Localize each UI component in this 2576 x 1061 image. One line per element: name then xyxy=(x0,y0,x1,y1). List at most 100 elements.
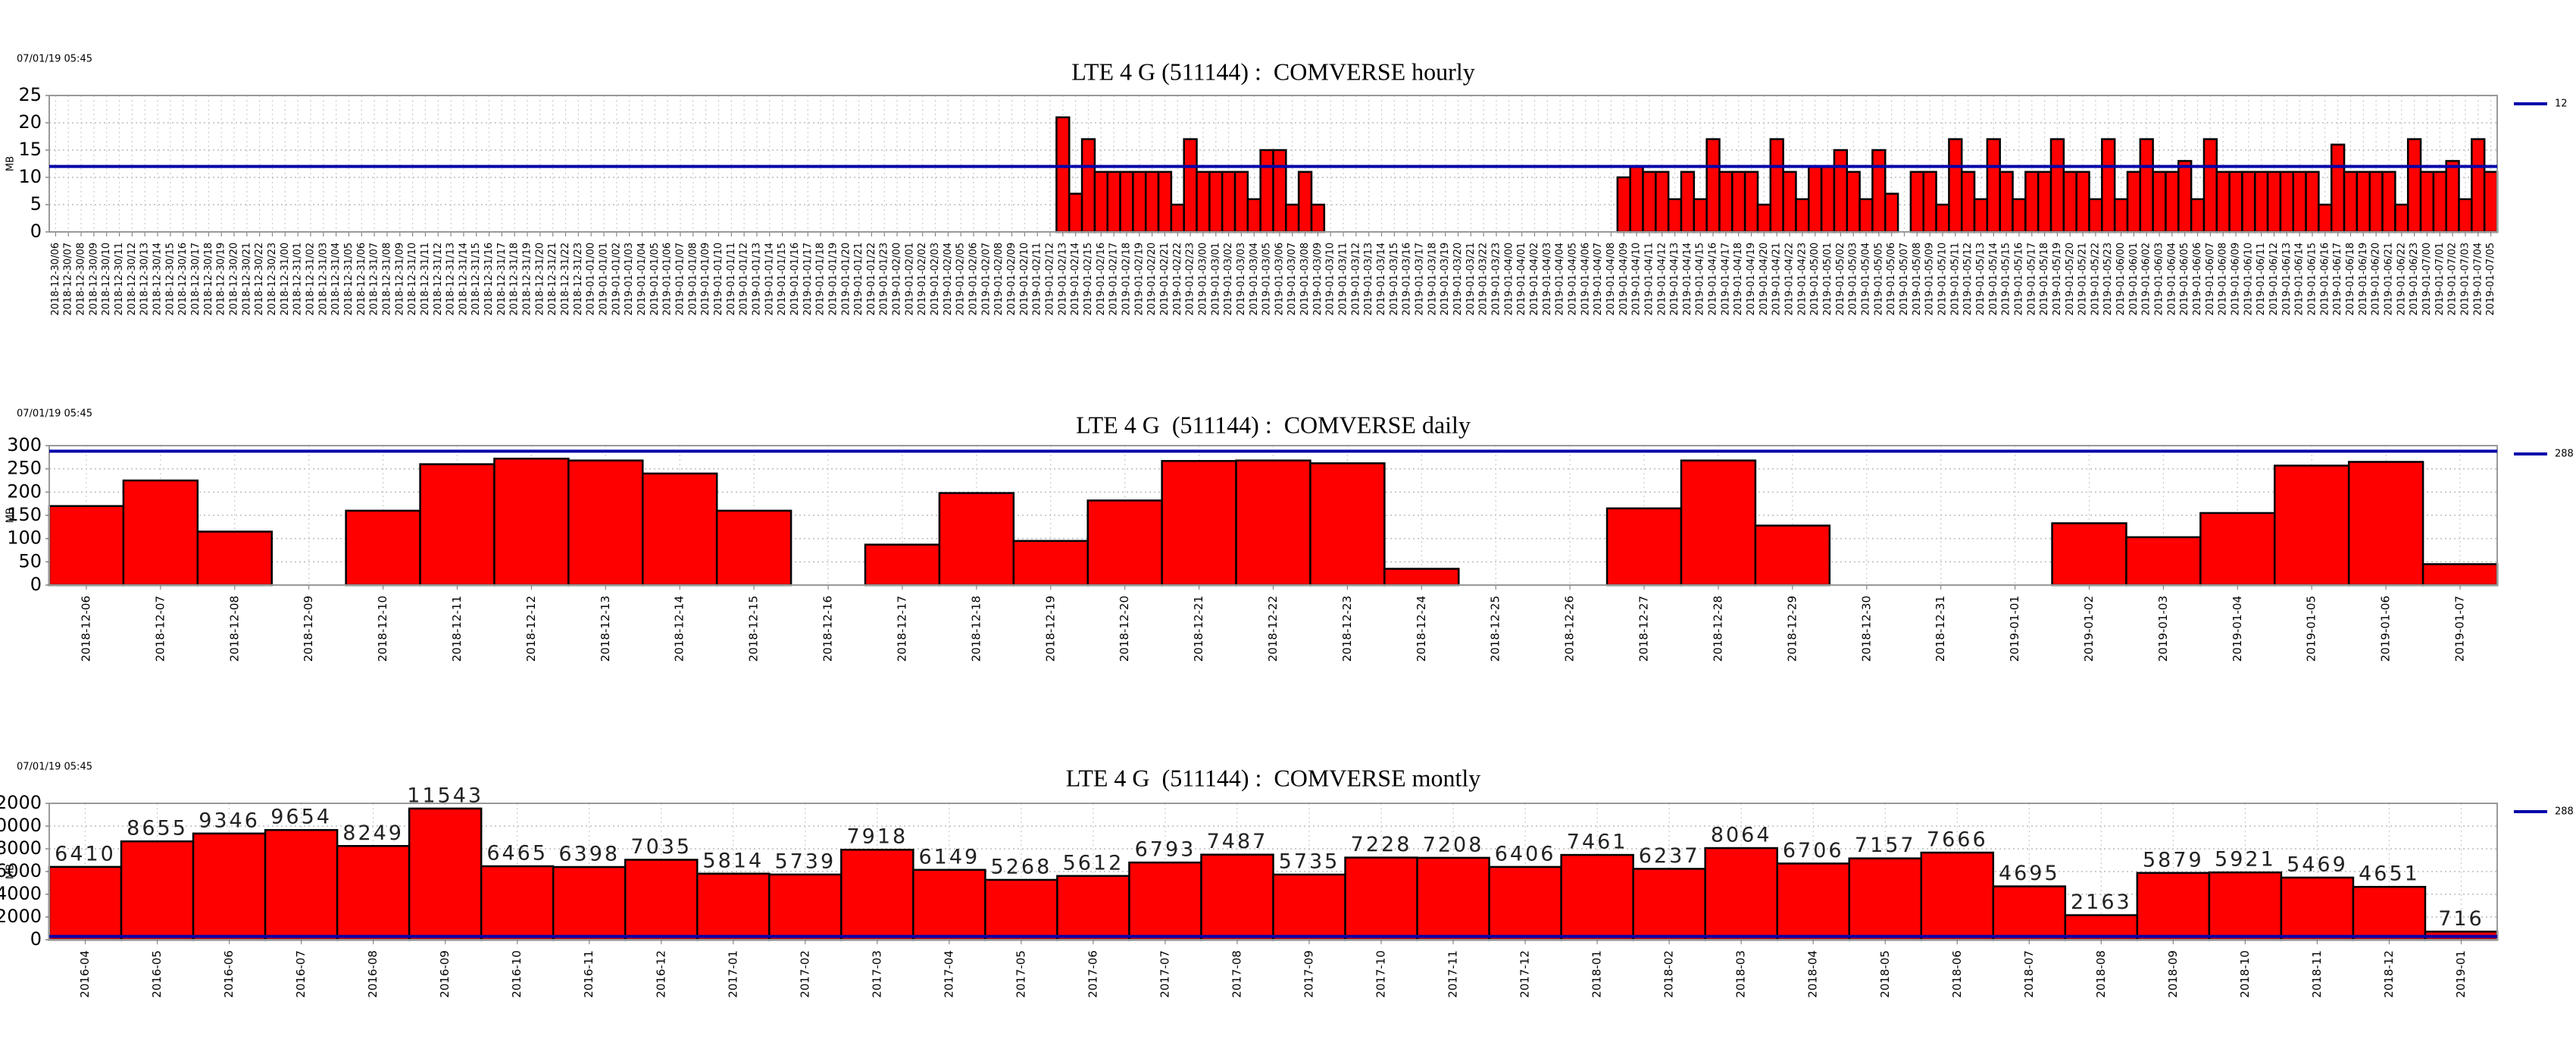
plot-frame xyxy=(48,95,2498,233)
x-tick-label: 2019-01-06/10 xyxy=(2243,243,2254,315)
x-tick-label: 2019-01-02/13 xyxy=(1057,243,1068,315)
bar xyxy=(2113,198,2129,233)
x-tick-label: 2019-01-03/10 xyxy=(1325,243,1336,315)
bar xyxy=(1642,171,1657,233)
x-tick-label: 2018-12-31/03 xyxy=(317,243,329,315)
x-tick-label: 2018-12-31/06 xyxy=(356,243,367,315)
bar xyxy=(2177,160,2193,233)
x-tick-label: 2018-12-09 xyxy=(302,596,315,662)
bar xyxy=(1795,198,1810,233)
bar xyxy=(1776,862,1850,941)
bar xyxy=(1922,171,1937,233)
x-tick-label: 2019-01-05/02 xyxy=(1835,243,1846,315)
bar xyxy=(1769,138,1784,233)
bar xyxy=(1960,171,1976,233)
y-axis-label: MB xyxy=(5,508,17,523)
x-tick-label: 2019-01-06/01 xyxy=(2128,243,2140,315)
x-tick-label: 2018-12-31/07 xyxy=(369,243,380,315)
x-tick-label: 2018-09 xyxy=(2166,950,2180,998)
x-tick-label: 2019-01-04/13 xyxy=(1669,243,1680,315)
x-tick-label: 2019-01 xyxy=(2454,950,2468,998)
y-tick-label: 10 xyxy=(18,166,42,187)
data-label: 8064 xyxy=(1711,824,1772,847)
data-label: 6149 xyxy=(919,845,980,869)
x-tick-label: 2019-01-05/16 xyxy=(2013,243,2024,315)
x-tick-label: 2018-02 xyxy=(1662,950,1676,998)
x-tick-label: 2018-12-31/22 xyxy=(560,243,571,315)
x-tick-label: 2019-01-04/10 xyxy=(1631,243,1643,315)
x-tick-label: 2019-01-06/15 xyxy=(2306,243,2318,315)
x-tick-label: 2019-01-02/08 xyxy=(993,243,1005,315)
data-label: 7461 xyxy=(1567,831,1628,854)
x-tick-label: 2019-01-05/14 xyxy=(1988,243,1999,315)
bar xyxy=(2165,171,2180,233)
x-tick-label: 2019-01-05/11 xyxy=(1949,243,1961,315)
bar xyxy=(192,832,267,941)
x-tick-label: 2019-01-06/08 xyxy=(2218,243,2229,315)
x-tick-label: 2016-11 xyxy=(582,950,596,998)
x-tick-label: 2019-01-02/15 xyxy=(1083,243,1094,315)
x-tick-label: 2019-01-03/13 xyxy=(1363,243,1374,315)
x-tick-label: 2016-08 xyxy=(366,950,380,998)
x-tick-label: 2019-01-07/01 xyxy=(2434,243,2446,315)
x-tick-label: 2019-01-03/16 xyxy=(1402,243,1413,315)
x-tick-label: 2019-01-01/05 xyxy=(649,243,661,315)
data-label: 7035 xyxy=(630,835,692,859)
bar xyxy=(2202,138,2218,233)
data-label: 5921 xyxy=(2215,848,2276,872)
data-label: 6706 xyxy=(1783,839,1844,862)
x-tick-label: 2018-12-30/22 xyxy=(254,243,265,315)
bar xyxy=(2139,138,2154,233)
x-tick-label: 2019-01-06/14 xyxy=(2294,243,2306,315)
bar xyxy=(2037,171,2052,233)
x-tick-label: 2019-01-02/12 xyxy=(1045,243,1056,315)
x-tick-label: 2018-12-29 xyxy=(1785,596,1799,662)
bar xyxy=(1161,459,1237,587)
bar xyxy=(1200,853,1274,941)
bar xyxy=(48,865,123,941)
bar xyxy=(196,530,273,587)
x-tick-label: 2019-01-02/17 xyxy=(1108,243,1120,315)
bar xyxy=(2292,171,2307,233)
x-tick-label: 2018-12-17 xyxy=(895,596,908,662)
bar xyxy=(2330,143,2346,233)
data-label: 6398 xyxy=(558,843,620,866)
x-tick-label: 2018-04 xyxy=(1806,950,1820,998)
bar xyxy=(2012,198,2027,233)
bar xyxy=(1259,149,1274,233)
x-tick-label: 2018-12-31/10 xyxy=(407,243,418,315)
x-tick-label: 2019-01-03/12 xyxy=(1350,243,1361,315)
x-tick-label: 2018-12-31/01 xyxy=(292,243,304,315)
x-tick-label: 2019-01-02/21 xyxy=(1159,243,1171,315)
x-tick-label: 2019-01-06/16 xyxy=(2319,243,2331,315)
x-tick-label: 2018-12-30/15 xyxy=(164,243,176,315)
data-label: 7208 xyxy=(1423,833,1484,856)
bar xyxy=(345,509,421,587)
bar xyxy=(2445,160,2460,233)
bar xyxy=(567,459,644,587)
bar xyxy=(336,845,411,941)
x-tick-label: 2019-01-03/05 xyxy=(1261,243,1273,315)
x-tick-label: 2018-12-30/17 xyxy=(190,243,202,315)
x-tick-label: 2019-01-02/23 xyxy=(1185,243,1196,315)
x-tick-label: 2019-01-04/17 xyxy=(1720,243,1731,315)
x-tick-label: 2019-01-05/22 xyxy=(2090,243,2101,315)
x-tick-label: 2019-01-03/22 xyxy=(1478,243,1490,315)
bar xyxy=(1693,198,1708,233)
bar xyxy=(1846,171,1861,233)
x-tick-label: 2019-01-06/20 xyxy=(2371,243,2382,315)
x-tick-label: 2019-01-03 xyxy=(2156,596,2170,662)
bar xyxy=(1309,462,1386,587)
x-tick-label: 2019-01-03/19 xyxy=(1440,243,1451,315)
x-tick-label: 2019-01-02/11 xyxy=(1032,243,1043,315)
x-tick-label: 2019-01-03/09 xyxy=(1312,243,1324,315)
x-tick-label: 2019-01-02/00 xyxy=(892,243,903,315)
bar xyxy=(696,872,771,941)
bar xyxy=(2347,461,2424,587)
bar xyxy=(1310,203,1326,233)
x-tick-label: 2018-10 xyxy=(2238,950,2252,998)
data-label: 7157 xyxy=(1855,834,1916,857)
x-tick-label: 2019-01-04/09 xyxy=(1618,243,1630,315)
x-tick-label: 2018-12-31/16 xyxy=(483,243,495,315)
x-tick-label: 2018-12-30/07 xyxy=(63,243,74,315)
